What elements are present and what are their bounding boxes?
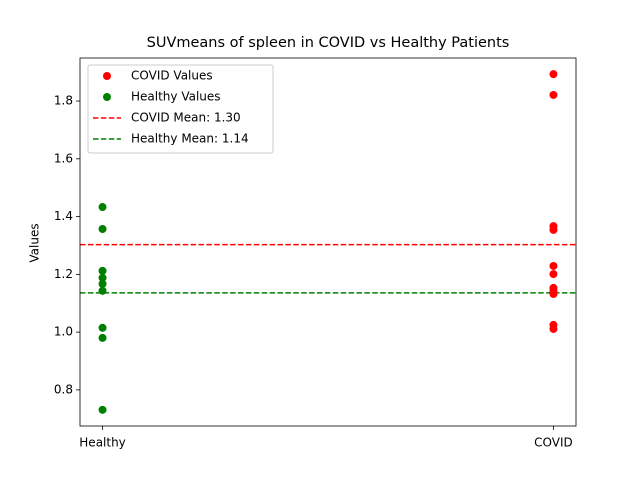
point (549, 324, 558, 333)
point (549, 90, 558, 99)
y-tick-label: 1.8 (54, 94, 73, 108)
point (98, 286, 107, 295)
y-tick-label: 1.0 (54, 325, 73, 339)
point (98, 405, 107, 414)
legend-label: Healthy Values (131, 90, 221, 104)
point (549, 261, 558, 270)
y-tick-label: 1.2 (54, 267, 73, 281)
y-tick-label: 1.4 (54, 209, 73, 223)
point (98, 279, 107, 288)
y-axis-label: Values (28, 223, 42, 262)
point (98, 333, 107, 342)
chart-title: SUVmeans of spleen in COVID vs Healthy P… (147, 35, 510, 51)
point (98, 323, 107, 332)
point (549, 289, 558, 298)
legend-box (87, 64, 274, 154)
point (98, 203, 107, 212)
point (549, 70, 558, 79)
plot-frame (79, 57, 577, 427)
point (549, 270, 558, 279)
x-tick-label: COVID (534, 436, 573, 450)
legend-marker (103, 93, 111, 101)
point (98, 225, 107, 234)
point (98, 266, 107, 275)
point (98, 273, 107, 282)
y-tick-label: 0.8 (54, 382, 73, 396)
legend-label: Healthy Mean: 1.14 (131, 132, 249, 146)
y-tick-label: 1.6 (54, 151, 73, 165)
point (549, 225, 558, 234)
legend-marker (103, 72, 111, 80)
legend-label: COVID Mean: 1.30 (131, 111, 241, 125)
x-tick-label: Healthy (79, 436, 126, 450)
legend-label: COVID Values (131, 69, 213, 83)
